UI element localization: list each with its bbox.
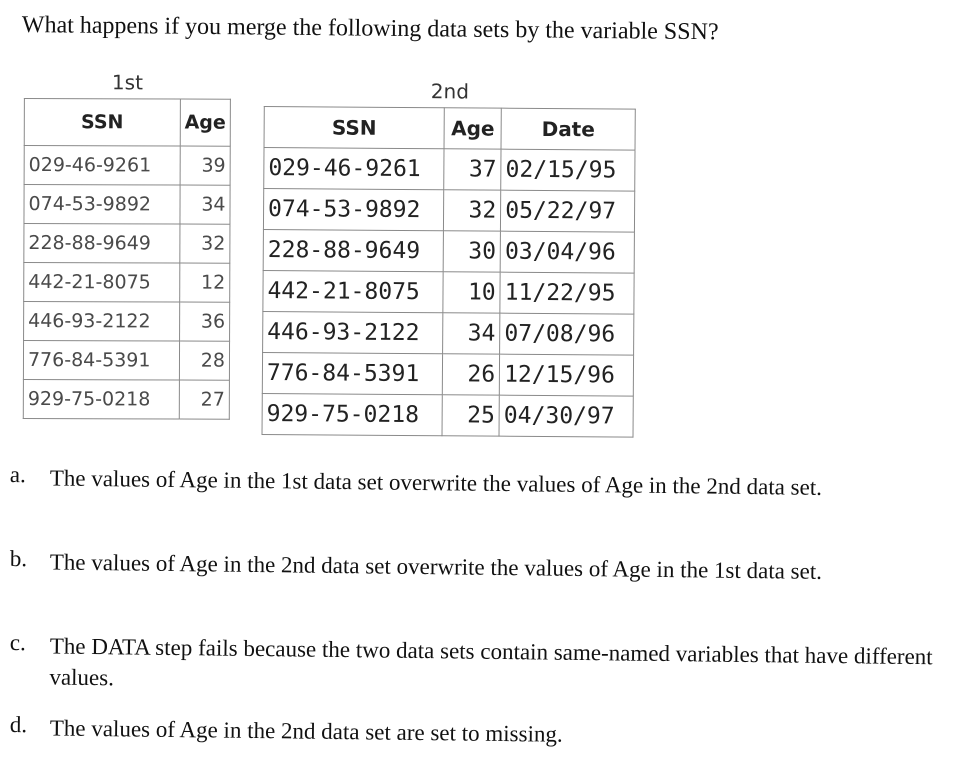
table-1st-caption: 1st [111, 70, 143, 95]
column-header-ssn: SSN [24, 98, 181, 147]
option-letter: b. [9, 546, 28, 572]
cell-age: 12 [179, 263, 230, 303]
cell-ssn: 446-93-2122 [262, 311, 444, 354]
cell-age: 28 [179, 341, 230, 381]
column-header-age: Age [444, 107, 502, 150]
option-letter: d. [9, 712, 28, 738]
option-a: a. The values of Age in the 1st data set… [10, 462, 946, 504]
table-2nd-grid: SSN Age Date 029-46-9261 37 02/15/95 074… [262, 106, 636, 438]
cell-date: 12/15/96 [499, 354, 634, 397]
table-1st: 1st SSN Age 029-46-9261 39 074-53-9892 3… [23, 70, 231, 420]
table-row: 029-46-9261 37 02/15/95 [263, 147, 636, 192]
table-header-row: SSN Age [24, 98, 231, 147]
cell-age: 32 [443, 189, 501, 232]
table-row: 446-93-2122 36 [23, 301, 230, 342]
table-row: 442-21-8075 12 [23, 262, 230, 303]
cell-date: 05/22/97 [500, 190, 635, 233]
option-d: d. The values of Age in the 2nd data set… [10, 712, 946, 754]
cell-date: 02/15/95 [500, 149, 636, 192]
table-1st-grid: SSN Age 029-46-9261 39 074-53-9892 34 22… [23, 98, 231, 420]
table-row: 929-75-0218 27 [23, 379, 230, 420]
cell-ssn: 929-75-0218 [23, 379, 180, 420]
column-header-date: Date [501, 108, 636, 151]
option-letter: a. [9, 462, 26, 488]
cell-age: 26 [442, 353, 500, 396]
cell-ssn: 776-84-5391 [23, 340, 180, 381]
option-text: The DATA step fails because the two data… [49, 633, 933, 691]
table-row: 446-93-2122 34 07/08/96 [262, 311, 634, 356]
cell-date: 11/22/95 [500, 272, 635, 315]
cell-ssn: 228-88-9649 [23, 223, 180, 264]
table-header-row: SSN Age Date [264, 106, 636, 151]
cell-ssn: 776-84-5391 [262, 352, 443, 395]
table-row: 442-21-8075 10 11/22/95 [262, 270, 635, 315]
table-row: 776-84-5391 28 [23, 340, 230, 381]
cell-age: 10 [443, 271, 501, 314]
cell-age: 34 [442, 312, 501, 355]
cell-ssn: 074-53-9892 [23, 184, 180, 225]
table-row: 074-53-9892 32 05/22/97 [263, 188, 635, 233]
option-letter: c. [9, 630, 26, 656]
cell-age: 36 [179, 302, 230, 342]
table-row: 929-75-0218 25 04/30/97 [262, 393, 634, 438]
cell-age: 25 [442, 394, 500, 437]
cell-ssn: 929-75-0218 [262, 393, 443, 436]
table-row: 776-84-5391 26 12/15/96 [262, 352, 634, 397]
cell-date: 07/08/96 [499, 313, 634, 356]
cell-age: 30 [443, 230, 501, 273]
table-row: 228-88-9649 32 [23, 223, 230, 264]
cell-ssn: 442-21-8075 [23, 262, 180, 303]
cell-age: 27 [179, 380, 230, 420]
column-header-age: Age [180, 99, 231, 147]
option-text: The values of Age in the 1st data set ov… [49, 465, 823, 500]
option-b: b. The values of Age in the 2nd data set… [10, 546, 946, 588]
option-c: c. The DATA step fails because the two d… [9, 630, 946, 703]
cell-age: 37 [443, 148, 502, 191]
cell-date: 04/30/97 [499, 395, 634, 438]
table-2nd: 2nd SSN Age Date 029-46-9261 37 02/15/95… [262, 78, 636, 438]
cell-age: 34 [179, 185, 231, 225]
cell-ssn: 442-21-8075 [262, 270, 444, 313]
cell-age: 32 [179, 224, 230, 264]
option-text: The values of Age in the 2nd data set ar… [49, 715, 563, 747]
question-text: What happens if you merge the following … [21, 12, 719, 46]
cell-ssn: 074-53-9892 [263, 188, 444, 231]
cell-ssn: 029-46-9261 [24, 145, 181, 186]
cell-date: 03/04/96 [500, 231, 635, 274]
cell-ssn: 029-46-9261 [263, 147, 445, 190]
table-row: 029-46-9261 39 [24, 145, 231, 186]
cell-ssn: 446-93-2122 [23, 301, 180, 342]
table-row: 074-53-9892 34 [23, 184, 231, 225]
cell-age: 39 [179, 146, 231, 186]
table-row: 228-88-9649 30 03/04/96 [263, 229, 635, 274]
column-header-ssn: SSN [264, 106, 445, 149]
option-text: The values of Age in the 2nd data set ov… [49, 549, 823, 584]
cell-ssn: 228-88-9649 [263, 229, 444, 272]
table-2nd-caption: 2nd [430, 79, 470, 104]
